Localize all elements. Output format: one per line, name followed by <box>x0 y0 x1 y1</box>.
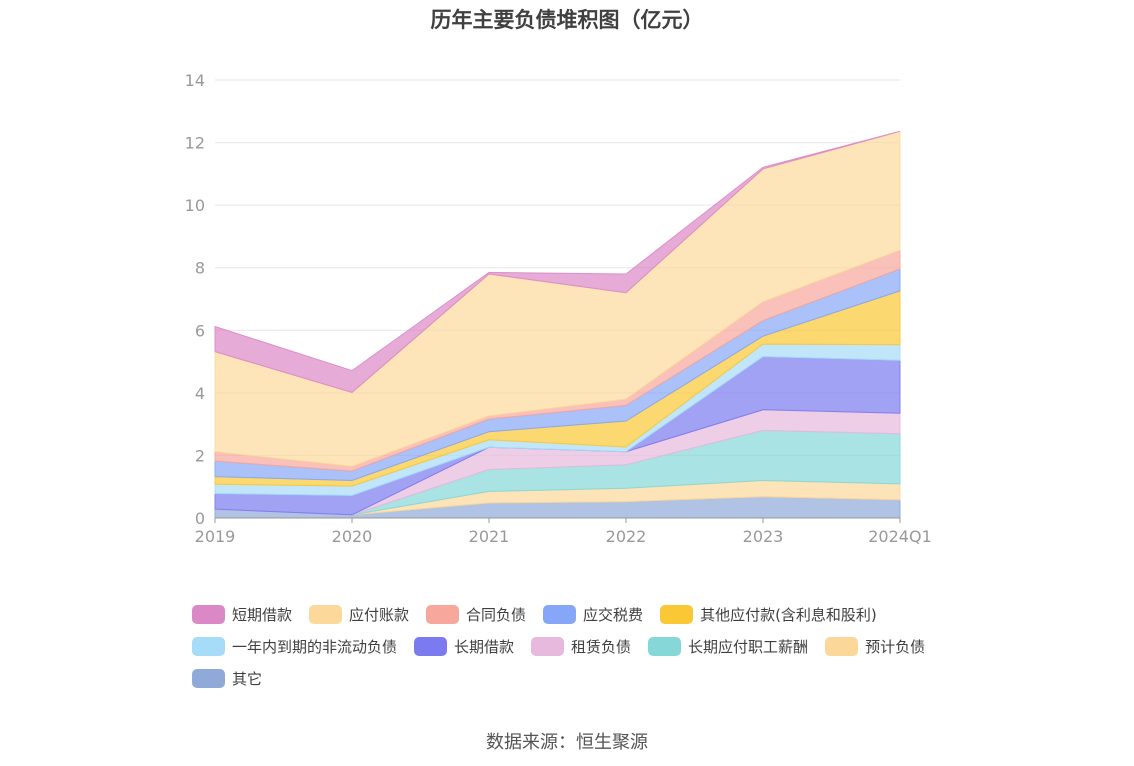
area-layer <box>214 130 901 519</box>
y-tick-label: 8 <box>195 259 205 278</box>
legend-item[interactable]: 长期应付职工薪酬 <box>648 636 808 657</box>
legend-swatch <box>648 636 682 656</box>
x-tick-label: 2021 <box>469 527 510 546</box>
legend-row: 一年内到期的非流动负债 长期借款 租赁负债 长期应付职工薪酬 预计负债 <box>192 630 992 662</box>
legend-label: 应交税费 <box>583 605 644 624</box>
x-tick-label: 2020 <box>332 527 373 546</box>
legend: 短期借款 应付账款 合同负债 应交税费 其他应付款(含利息和股利) 一年内到期的非流动负债… <box>192 598 992 694</box>
x-tick-label: 2022 <box>606 527 647 546</box>
legend-item[interactable]: 一年内到期的非流动负债 <box>192 636 397 657</box>
legend-item[interactable]: 其它 <box>192 668 262 689</box>
legend-swatch <box>414 636 448 656</box>
area-series-10 <box>214 130 901 394</box>
chart-title: 历年主要负债堆积图（亿元） <box>430 8 704 32</box>
x-tick-label: 2023 <box>743 527 784 546</box>
y-tick-label: 4 <box>195 384 205 403</box>
legend-item[interactable]: 应交税费 <box>543 604 643 625</box>
x-tick-label: 2019 <box>195 527 236 546</box>
legend-label: 一年内到期的非流动负债 <box>232 637 398 656</box>
legend-label: 预计负债 <box>865 637 926 656</box>
legend-swatch <box>543 604 577 624</box>
data-source: 数据来源：恒生聚源 <box>486 732 648 753</box>
legend-label: 合同负债 <box>466 605 527 624</box>
legend-swatch <box>192 636 225 656</box>
legend-swatch <box>192 604 225 624</box>
x-tick-label: 2024Q1 <box>868 527 932 546</box>
legend-label: 长期应付职工薪酬 <box>688 637 809 656</box>
legend-item[interactable]: 预计负债 <box>825 636 925 657</box>
legend-item[interactable]: 长期借款 <box>414 636 514 657</box>
legend-swatch <box>192 668 225 688</box>
legend-row: 其它 <box>192 662 992 694</box>
legend-label: 应付账款 <box>349 605 410 624</box>
legend-swatch <box>660 604 694 624</box>
legend-label: 长期借款 <box>454 637 515 656</box>
y-tick-label: 0 <box>195 509 205 528</box>
legend-item[interactable]: 合同负债 <box>426 604 526 625</box>
y-tick-label: 12 <box>185 134 205 153</box>
y-tick-label: 10 <box>185 196 205 215</box>
legend-swatch <box>309 604 343 624</box>
legend-label: 其它 <box>232 669 263 688</box>
legend-swatch <box>825 636 859 656</box>
legend-item[interactable]: 租赁负债 <box>531 636 631 657</box>
legend-row: 短期借款 应付账款 合同负债 应交税费 其他应付款(含利息和股利) <box>192 598 992 630</box>
y-tick-label: 14 <box>185 71 205 90</box>
legend-label: 其他应付款(含利息和股利) <box>700 605 877 624</box>
legend-swatch <box>531 636 565 656</box>
legend-item[interactable]: 应付账款 <box>309 604 409 625</box>
axis-layer: 0 2 4 6 8 10 12 14 2019 2020 2021 2022 2023 2024Q1 <box>185 71 932 546</box>
y-tick-label: 2 <box>195 446 205 465</box>
legend-item[interactable]: 其他应付款(含利息和股利) <box>660 604 877 625</box>
y-tick-label: 6 <box>195 321 205 340</box>
legend-item[interactable]: 短期借款 <box>192 604 292 625</box>
legend-label: 短期借款 <box>232 605 293 624</box>
legend-swatch <box>426 604 460 624</box>
legend-label: 租赁负债 <box>571 637 632 656</box>
